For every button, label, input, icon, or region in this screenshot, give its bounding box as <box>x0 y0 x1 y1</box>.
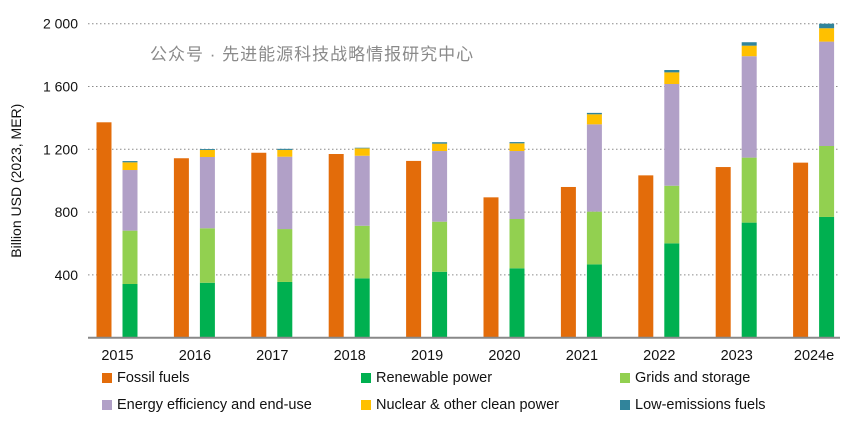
bar-low-emissions-fuels <box>122 161 138 163</box>
bar-nuclear-other-clean-power <box>277 149 293 157</box>
bar-grids-and-storage <box>819 146 835 217</box>
x-tick-label: 2020 <box>488 348 520 364</box>
x-tick-label: 2024e <box>794 348 834 364</box>
legend-item: Grids and storage <box>620 370 750 386</box>
y-tick-label: 2 000 <box>43 16 78 32</box>
x-tick-label: 2021 <box>566 348 598 364</box>
bar-renewable-power <box>277 281 293 338</box>
y-axis-label: Billion USD (2023, MER) <box>8 104 24 258</box>
bar-nuclear-other-clean-power <box>664 72 680 84</box>
legend-label: Nuclear & other clean power <box>376 397 559 413</box>
bar-fossil-fuels <box>793 162 809 338</box>
y-tick-label: 1 600 <box>43 79 78 95</box>
x-tick-label: 2016 <box>179 348 211 364</box>
bar-renewable-power <box>509 268 525 338</box>
watermark: 公众号 · 先进能源科技战略情报研究中心 <box>150 45 475 64</box>
bar-renewable-power <box>664 243 680 338</box>
bar-renewable-power <box>122 284 138 338</box>
bar-low-emissions-fuels <box>586 112 602 115</box>
bar-renewable-power <box>199 282 215 338</box>
bar-renewable-power <box>354 278 370 338</box>
bar-fossil-fuels <box>560 186 576 338</box>
bar-fossil-fuels <box>483 197 499 338</box>
legend-item: Energy efficiency and end-use <box>102 397 312 413</box>
bar-fossil-fuels <box>715 167 731 338</box>
x-tick-label: 2017 <box>256 348 288 364</box>
x-tick-label: 2022 <box>643 348 675 364</box>
bar-grids-and-storage <box>432 221 448 272</box>
bar-energy-efficiency-and-end-use <box>509 151 525 220</box>
bar-energy-efficiency-and-end-use <box>664 83 680 186</box>
bar-energy-efficiency-and-end-use <box>354 155 370 226</box>
y-tick-label: 800 <box>55 204 79 220</box>
bar-grids-and-storage <box>586 211 602 265</box>
bar-nuclear-other-clean-power <box>586 114 602 125</box>
legend-item: Renewable power <box>361 370 492 386</box>
bar-low-emissions-fuels <box>354 147 370 149</box>
legend-label: Fossil fuels <box>117 370 190 386</box>
bar-grids-and-storage <box>199 228 215 283</box>
bar-low-emissions-fuels <box>664 70 680 73</box>
bar-grids-and-storage <box>664 185 680 244</box>
x-tick-label: 2018 <box>334 348 366 364</box>
legend-label: Grids and storage <box>635 370 751 386</box>
legend-label: Renewable power <box>376 370 493 386</box>
bar-energy-efficiency-and-end-use <box>277 156 293 230</box>
bar-grids-and-storage <box>277 229 293 282</box>
bar-nuclear-other-clean-power <box>432 143 448 152</box>
legend-item: Nuclear & other clean power <box>361 397 559 413</box>
bar-grids-and-storage <box>509 219 525 269</box>
bar-nuclear-other-clean-power <box>199 149 215 157</box>
bar-grids-and-storage <box>741 157 757 223</box>
legend-swatch <box>620 373 630 383</box>
legend-swatch <box>102 373 112 383</box>
legend-item: Fossil fuels <box>102 370 190 386</box>
bar-fossil-fuels <box>251 152 267 338</box>
bar-grids-and-storage <box>354 225 370 279</box>
legend-item: Low-emissions fuels <box>620 397 766 413</box>
bar-renewable-power <box>586 264 602 338</box>
bar-nuclear-other-clean-power <box>741 45 757 57</box>
x-tick-label: 2023 <box>721 348 753 364</box>
bar-grids-and-storage <box>122 230 138 285</box>
bar-fossil-fuels <box>96 122 112 338</box>
bar-low-emissions-fuels <box>509 142 525 144</box>
bar-low-emissions-fuels <box>277 148 293 150</box>
bar-renewable-power <box>741 222 757 338</box>
bar-nuclear-other-clean-power <box>509 143 525 152</box>
x-tick-label: 2019 <box>411 348 443 364</box>
bar-energy-efficiency-and-end-use <box>819 41 835 147</box>
bar-renewable-power <box>432 271 448 338</box>
bar-energy-efficiency-and-end-use <box>586 124 602 212</box>
legend-label: Energy efficiency and end-use <box>117 397 312 413</box>
bar-low-emissions-fuels <box>819 23 835 29</box>
bar-fossil-fuels <box>406 160 422 338</box>
bar-low-emissions-fuels <box>199 148 215 150</box>
legend-swatch <box>102 400 112 410</box>
bar-fossil-fuels <box>638 175 654 338</box>
bar-nuclear-other-clean-power <box>122 162 138 171</box>
legend-label: Low-emissions fuels <box>635 397 766 413</box>
legend-swatch <box>361 400 371 410</box>
bar-low-emissions-fuels <box>432 142 448 144</box>
bar-energy-efficiency-and-end-use <box>432 151 448 222</box>
y-tick-label: 400 <box>55 267 79 283</box>
legend-swatch <box>361 373 371 383</box>
x-tick-label: 2015 <box>101 348 133 364</box>
bar-energy-efficiency-and-end-use <box>741 56 757 158</box>
bar-nuclear-other-clean-power <box>819 28 835 42</box>
bar-energy-efficiency-and-end-use <box>122 170 138 231</box>
bar-fossil-fuels <box>173 158 189 338</box>
bar-energy-efficiency-and-end-use <box>199 156 215 229</box>
bar-nuclear-other-clean-power <box>354 148 370 156</box>
legend-swatch <box>620 400 630 410</box>
y-tick-label: 1 200 <box>43 141 78 157</box>
bar-low-emissions-fuels <box>741 42 757 46</box>
bar-fossil-fuels <box>328 154 344 338</box>
bar-renewable-power <box>819 216 835 338</box>
